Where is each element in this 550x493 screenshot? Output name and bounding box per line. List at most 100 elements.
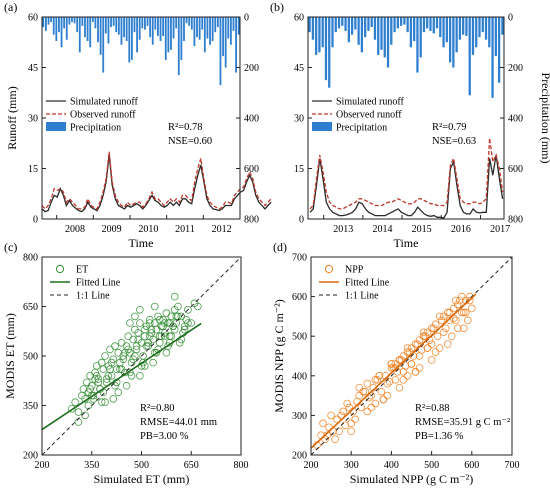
y2-tick-label: 200 [244, 63, 259, 74]
precip-bar [341, 17, 344, 26]
legend-label: NPP [345, 265, 364, 276]
y2-axis-title: Precipitation (mm) [539, 73, 550, 164]
precip-bar [110, 17, 112, 28]
fitted-line [310, 293, 477, 449]
precip-bar [232, 17, 235, 31]
y-tick-label: 600 [292, 292, 307, 303]
precip-bar [237, 17, 240, 35]
data-point [443, 308, 452, 317]
data-point [124, 332, 133, 341]
precip-bar [42, 17, 45, 28]
precip-bar [125, 17, 128, 41]
data-point [361, 387, 370, 396]
precip-bar [180, 17, 183, 60]
precip-bar [133, 17, 136, 33]
precip-bar [86, 17, 89, 41]
data-point [415, 364, 424, 372]
precip-bar [143, 17, 146, 30]
y-tick-label: 500 [23, 352, 38, 363]
precip-bar [112, 17, 115, 26]
data-point [68, 404, 76, 413]
panel-d: (d) 200 300 400 500 600 700 200 300 400 500 600 700 S… [272, 240, 520, 486]
legend-label: Observed runoff [336, 110, 402, 121]
x-tick-label: 650 [184, 460, 199, 471]
precip-bar [491, 17, 494, 98]
data-point [109, 395, 118, 403]
data-point [463, 316, 472, 325]
data-point [131, 312, 139, 321]
data-point [339, 407, 347, 416]
y-tick-label: 0 [299, 215, 304, 226]
x-tick-label: 350 [84, 460, 99, 471]
data-point [455, 296, 464, 305]
data-point [351, 415, 360, 424]
precip-bar [190, 17, 193, 30]
precip-bar [214, 17, 217, 33]
precip-bar [334, 17, 337, 33]
x-tick-label: 2017 [490, 224, 510, 235]
data-point [433, 332, 442, 341]
data-point [363, 379, 372, 388]
precip-bar [452, 17, 455, 68]
y2-tick-label: 0 [244, 13, 249, 24]
data-point [357, 403, 366, 412]
data-point [427, 340, 436, 348]
data-point [415, 336, 424, 344]
x-tick-label: 2012 [212, 224, 232, 235]
precip-bar [159, 17, 162, 41]
data-point [149, 358, 157, 367]
data-point [111, 342, 119, 350]
data-point [155, 332, 164, 341]
precip-bar [501, 17, 504, 35]
precip-bar [188, 17, 191, 26]
y2-tick-label: 600 [508, 164, 523, 175]
data-point [74, 418, 83, 426]
precip-bar [315, 17, 318, 55]
panel-label: (b) [270, 0, 284, 14]
data-point [106, 365, 114, 374]
data-point [375, 371, 384, 380]
legend-label: Precipitation [70, 123, 121, 134]
precip-bar [157, 17, 159, 36]
precip-bar [52, 17, 55, 35]
data-point [162, 348, 171, 357]
panel-c: (c) 200 350 500 650 800 200 350 500 650 800 Simulat… [3, 240, 249, 486]
data-point [145, 319, 154, 327]
precip-bar [91, 17, 94, 23]
precip-bar [357, 17, 360, 45]
precip-bar [321, 17, 324, 48]
simulated-runoff-line [41, 154, 272, 213]
data-point [102, 375, 111, 383]
precip-bar [419, 17, 422, 58]
data-point [395, 356, 404, 364]
x-tick-label: 2010 [138, 224, 158, 235]
data-point [119, 355, 128, 364]
x-tick-label: 2015 [412, 224, 432, 235]
data-point [337, 411, 345, 420]
precip-bar [373, 17, 377, 40]
y-tick-label: 30 [28, 114, 38, 125]
data-point [411, 340, 420, 348]
precip-bar [107, 17, 110, 44]
precip-bar [89, 17, 92, 48]
precip-bar [422, 17, 426, 33]
precip-bar [377, 17, 380, 55]
stat-r2: R²=0.88 [415, 403, 449, 414]
precip-bar [442, 17, 445, 48]
precip-bar [481, 17, 484, 33]
precip-bar [478, 17, 481, 38]
precip-bar [484, 17, 488, 40]
y-tick-label: 350 [23, 401, 38, 412]
precip-bar [224, 17, 227, 68]
data-point [419, 332, 428, 341]
y2-tick-label: 800 [508, 215, 523, 226]
observed-runoff-line [41, 151, 272, 210]
x-tick-label: 2014 [372, 224, 392, 235]
data-point [427, 324, 436, 333]
stat-pb: PB=1.36 % [415, 431, 464, 442]
precip-bar [406, 17, 409, 33]
precip-bar [120, 17, 123, 45]
y-tick-label: 300 [292, 411, 307, 422]
precip-bar [177, 17, 180, 76]
precip-bar [435, 17, 439, 29]
